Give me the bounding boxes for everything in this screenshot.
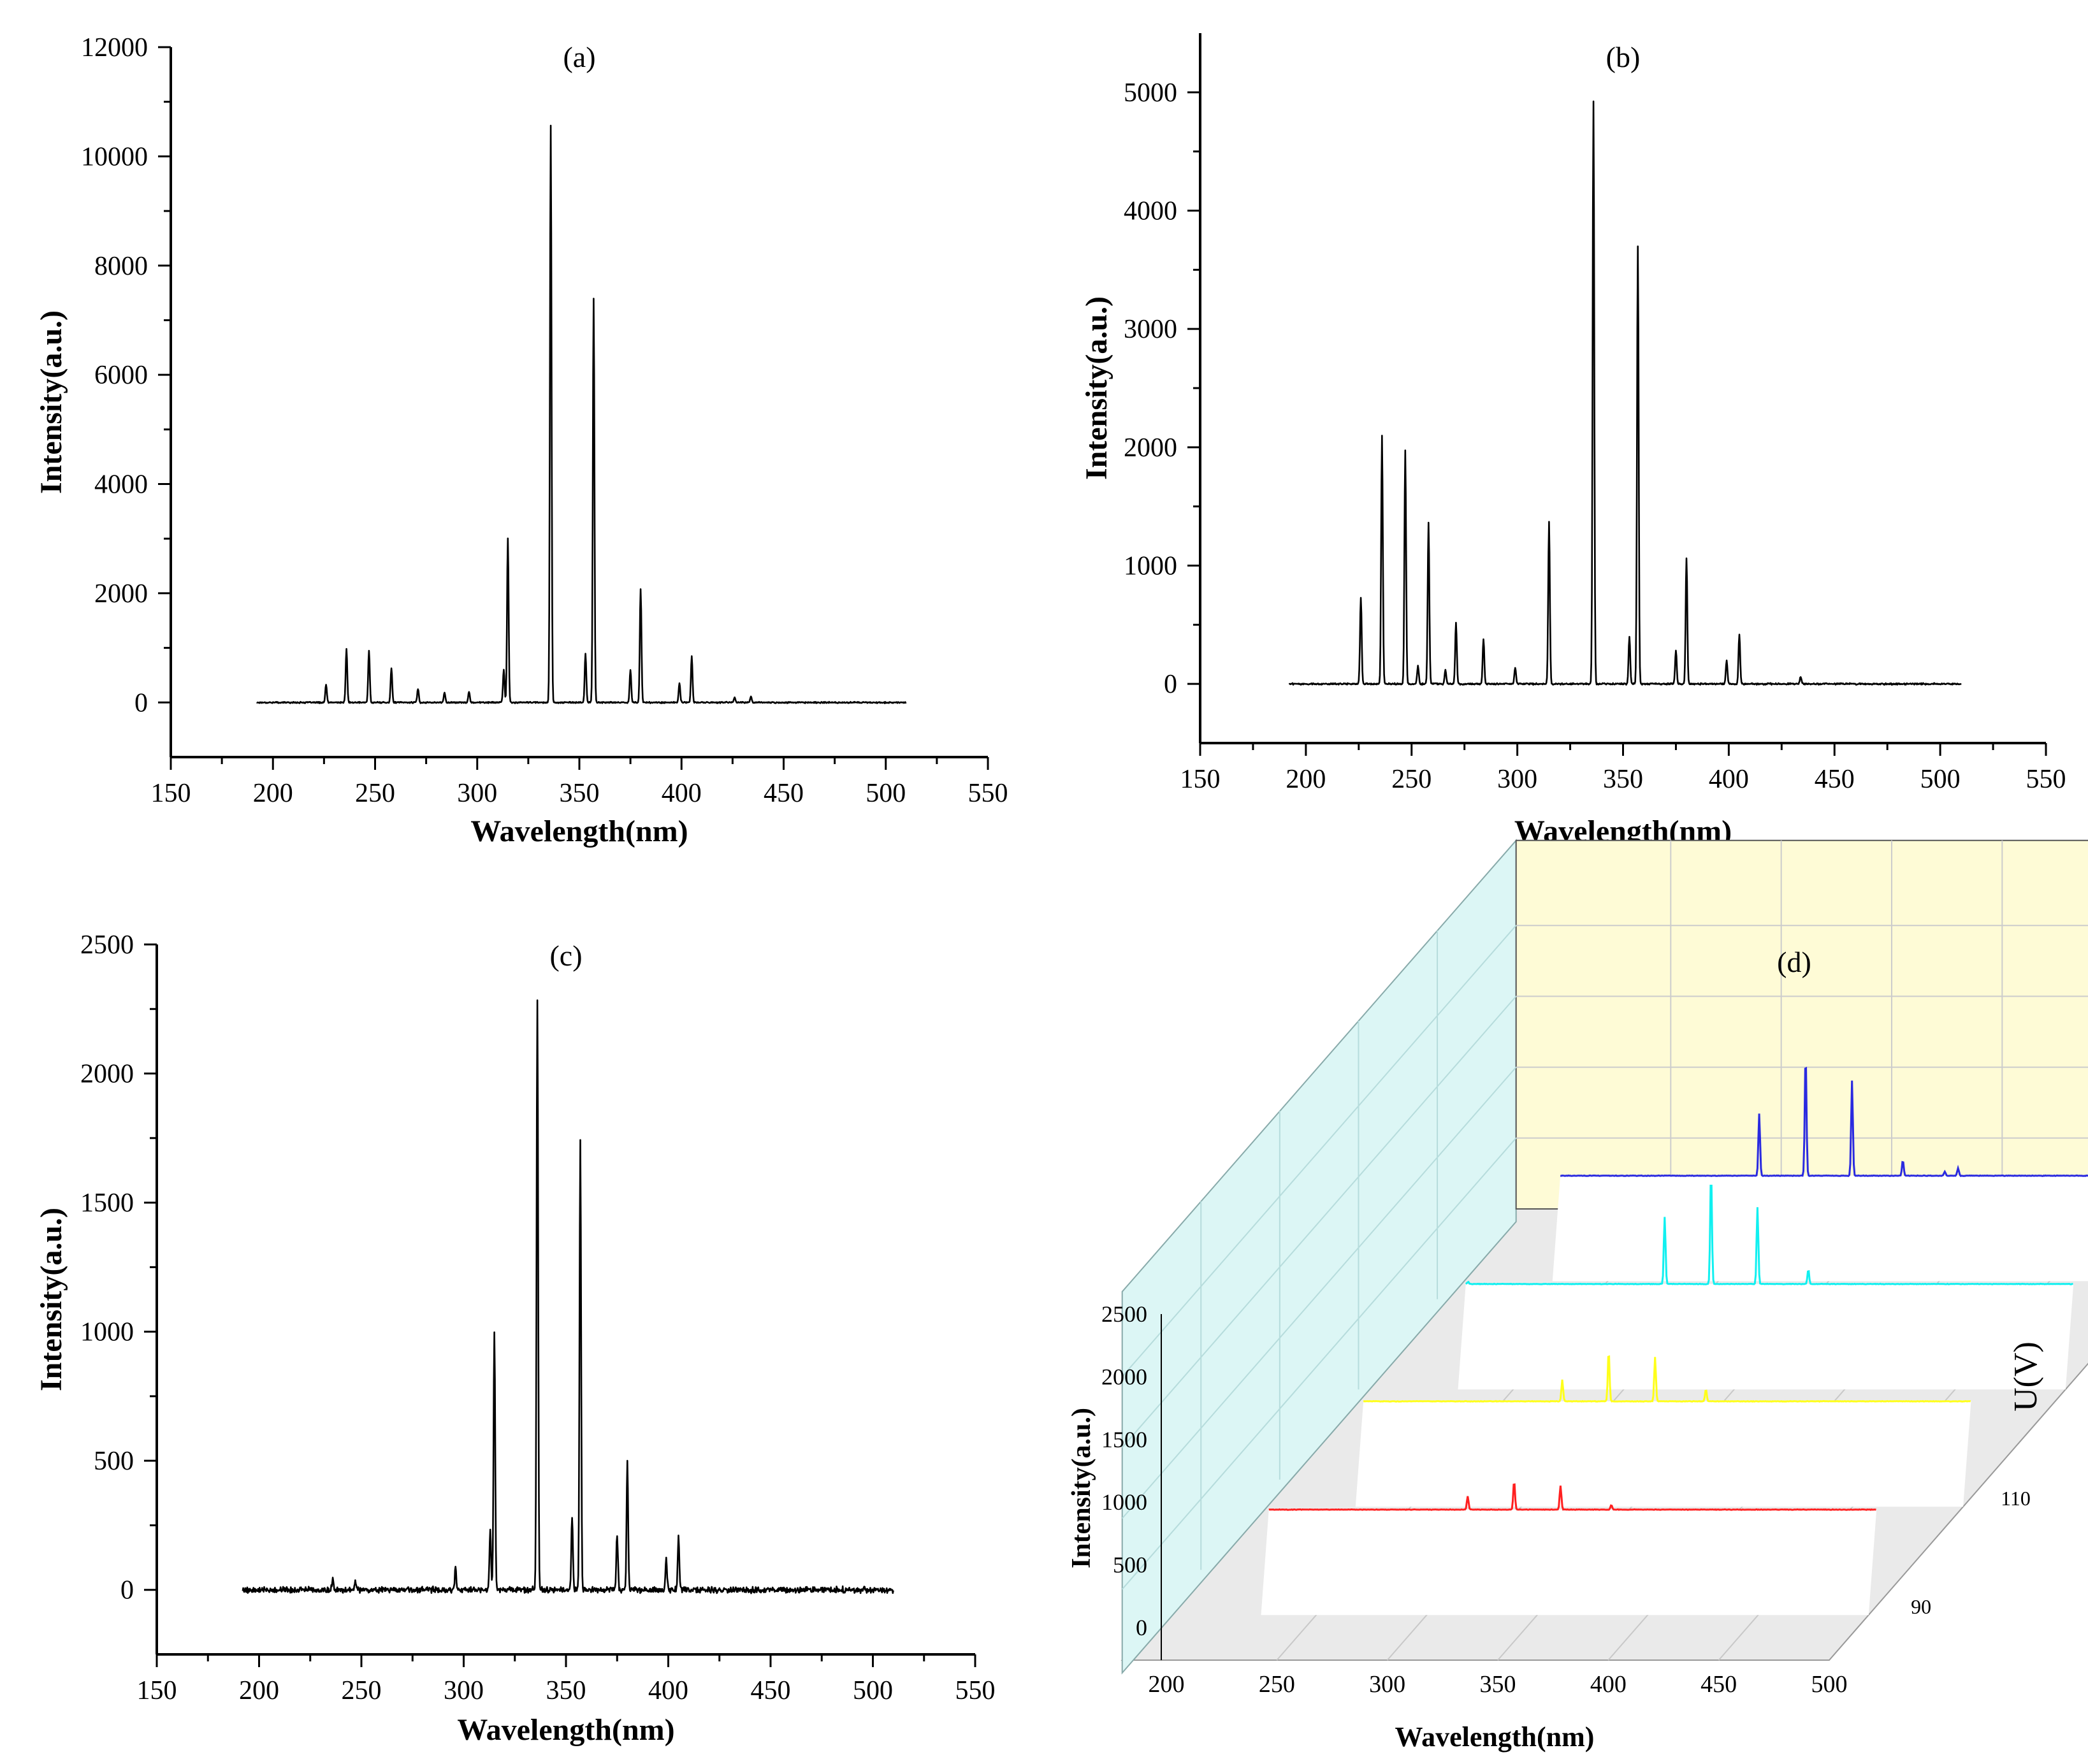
x-tick-label: 450 [764,779,804,808]
x-tick-label: 550 [2026,765,2066,794]
series-line-130 [1465,1185,2073,1285]
panel-label: (d) [1777,946,1811,978]
y-tick-label: 4000 [94,470,148,500]
spectrum-line [1288,100,1962,686]
x-tick-label: 400 [648,1676,688,1705]
y-axis-title: Intensity(a.u.) [1067,1408,1096,1568]
x-tick-label: 250 [355,779,395,808]
y-tick-label: 500 [1113,1552,1147,1578]
x-tick-label: 400 [662,779,702,808]
x-tick-label: 450 [1700,1671,1737,1698]
y-tick-label: 10000 [81,142,148,171]
y-tick-label: 2500 [1101,1301,1147,1327]
series-ribbon [1552,1175,2088,1282]
panel-d: 0 500 1000 1500 2000 2500 Intensity(a.u.) 200 25… [1067,839,2088,1753]
y-tick-label: 0 [1136,1615,1147,1640]
z-tick-label: 110 [2001,1487,2031,1510]
z-tick-label: 90 [1911,1595,1931,1618]
y-tick-label: 0 [134,688,148,718]
x-tick-label: 250 [342,1676,382,1705]
y-axis-title: Intensity(a.u.) [34,1208,68,1391]
series-line-150 [1560,1066,2088,1178]
wall-grid-line [1121,1066,1517,1519]
y-tick-label: 2500 [80,930,134,960]
x-tick-label: 500 [866,779,906,808]
panel-label: (c) [549,939,582,972]
x-tick-label: 200 [253,779,293,808]
x-tick-label: 300 [444,1676,484,1705]
y-tick-label: 1000 [80,1318,134,1347]
x-tick-label: 300 [1497,765,1537,794]
spectrum-line [242,999,894,1594]
z-axis-title: U(V) [2008,1341,2044,1412]
x-tick-label: 300 [457,779,497,808]
x-tick-label: 150 [1180,765,1221,794]
x-tick-label: 200 [1149,1671,1185,1698]
series-line-90 [1268,1483,1876,1511]
wall-grid-line [1121,925,1517,1377]
x-tick-label: 550 [968,779,1008,808]
y-tick-label: 0 [1164,670,1177,699]
y-tick-label: 8000 [94,252,148,281]
x-axis-title: Wavelength(nm) [1395,1721,1595,1753]
x-axis-title: Wavelength(nm) [457,1713,674,1747]
x-tick-label: 500 [1811,1671,1848,1698]
x-tick-label: 150 [137,1676,177,1705]
series-ribbon [1458,1283,2074,1390]
x-tick-label: 350 [1480,1671,1516,1698]
y-tick-label: 1500 [1101,1427,1147,1452]
x-tick-label: 200 [239,1676,279,1705]
panel-b: 150 200 250 300 350 400 450 500 550 0 1000 2000 3000… [1080,33,2066,848]
y-tick-label: 2000 [80,1060,134,1089]
panel-c: 150 200 250 300 350 400 450 500 550 0 500 1000 1500 2… [34,930,996,1747]
x-tick-label: 400 [1709,765,1749,794]
series-ribbon [1261,1509,1877,1616]
y-axis-title: Intensity(a.u.) [1080,296,1113,480]
panel-a: 150 200 250 300 350 400 450 500 550 0 2000 4000 6000… [34,33,1008,848]
x-axis-title: Wavelength(nm) [470,814,688,848]
x-tick-label: 450 [751,1676,791,1705]
x-tick-label: 300 [1369,1671,1405,1698]
y-tick-label: 5000 [1124,78,1177,108]
y-tick-label: 6000 [94,361,148,390]
y-tick-label: 1000 [1124,552,1177,581]
x-tick-label: 400 [1590,1671,1627,1698]
y-tick-label: 0 [120,1576,134,1605]
x-tick-label: 500 [1920,765,1961,794]
y-tick-label: 2000 [1101,1364,1147,1389]
x-tick-label: 350 [1603,765,1643,794]
x-tick-label: 150 [151,779,191,808]
wall-grid-line [1121,1138,1517,1590]
x-tick-label: 350 [546,1676,586,1705]
y-tick-label: 500 [94,1447,134,1476]
x-tick-label: 550 [955,1676,996,1705]
y-axis-title: Intensity(a.u.) [34,310,68,494]
series-line-110 [1363,1355,1971,1403]
y-tick-label: 12000 [81,33,148,62]
y-tick-label: 2000 [94,579,148,609]
panel-label: (b) [1606,41,1641,73]
y-tick-label: 2000 [1124,433,1177,463]
y-tick-label: 1000 [1101,1489,1147,1515]
x-tick-label: 250 [1259,1671,1295,1698]
x-tick-label: 200 [1286,765,1326,794]
panel-label: (a) [563,41,595,73]
spectrum-line [256,124,907,704]
x-tick-label: 350 [560,779,600,808]
wall-grid-line [1121,995,1517,1449]
x-tick-label: 500 [853,1676,893,1705]
series-ribbon [1355,1401,1971,1507]
x-tick-label: 250 [1391,765,1432,794]
y-tick-label: 3000 [1124,315,1177,344]
y-tick-label: 1500 [80,1189,134,1218]
x-tick-label: 450 [1815,765,1855,794]
y-tick-label: 4000 [1124,197,1177,226]
